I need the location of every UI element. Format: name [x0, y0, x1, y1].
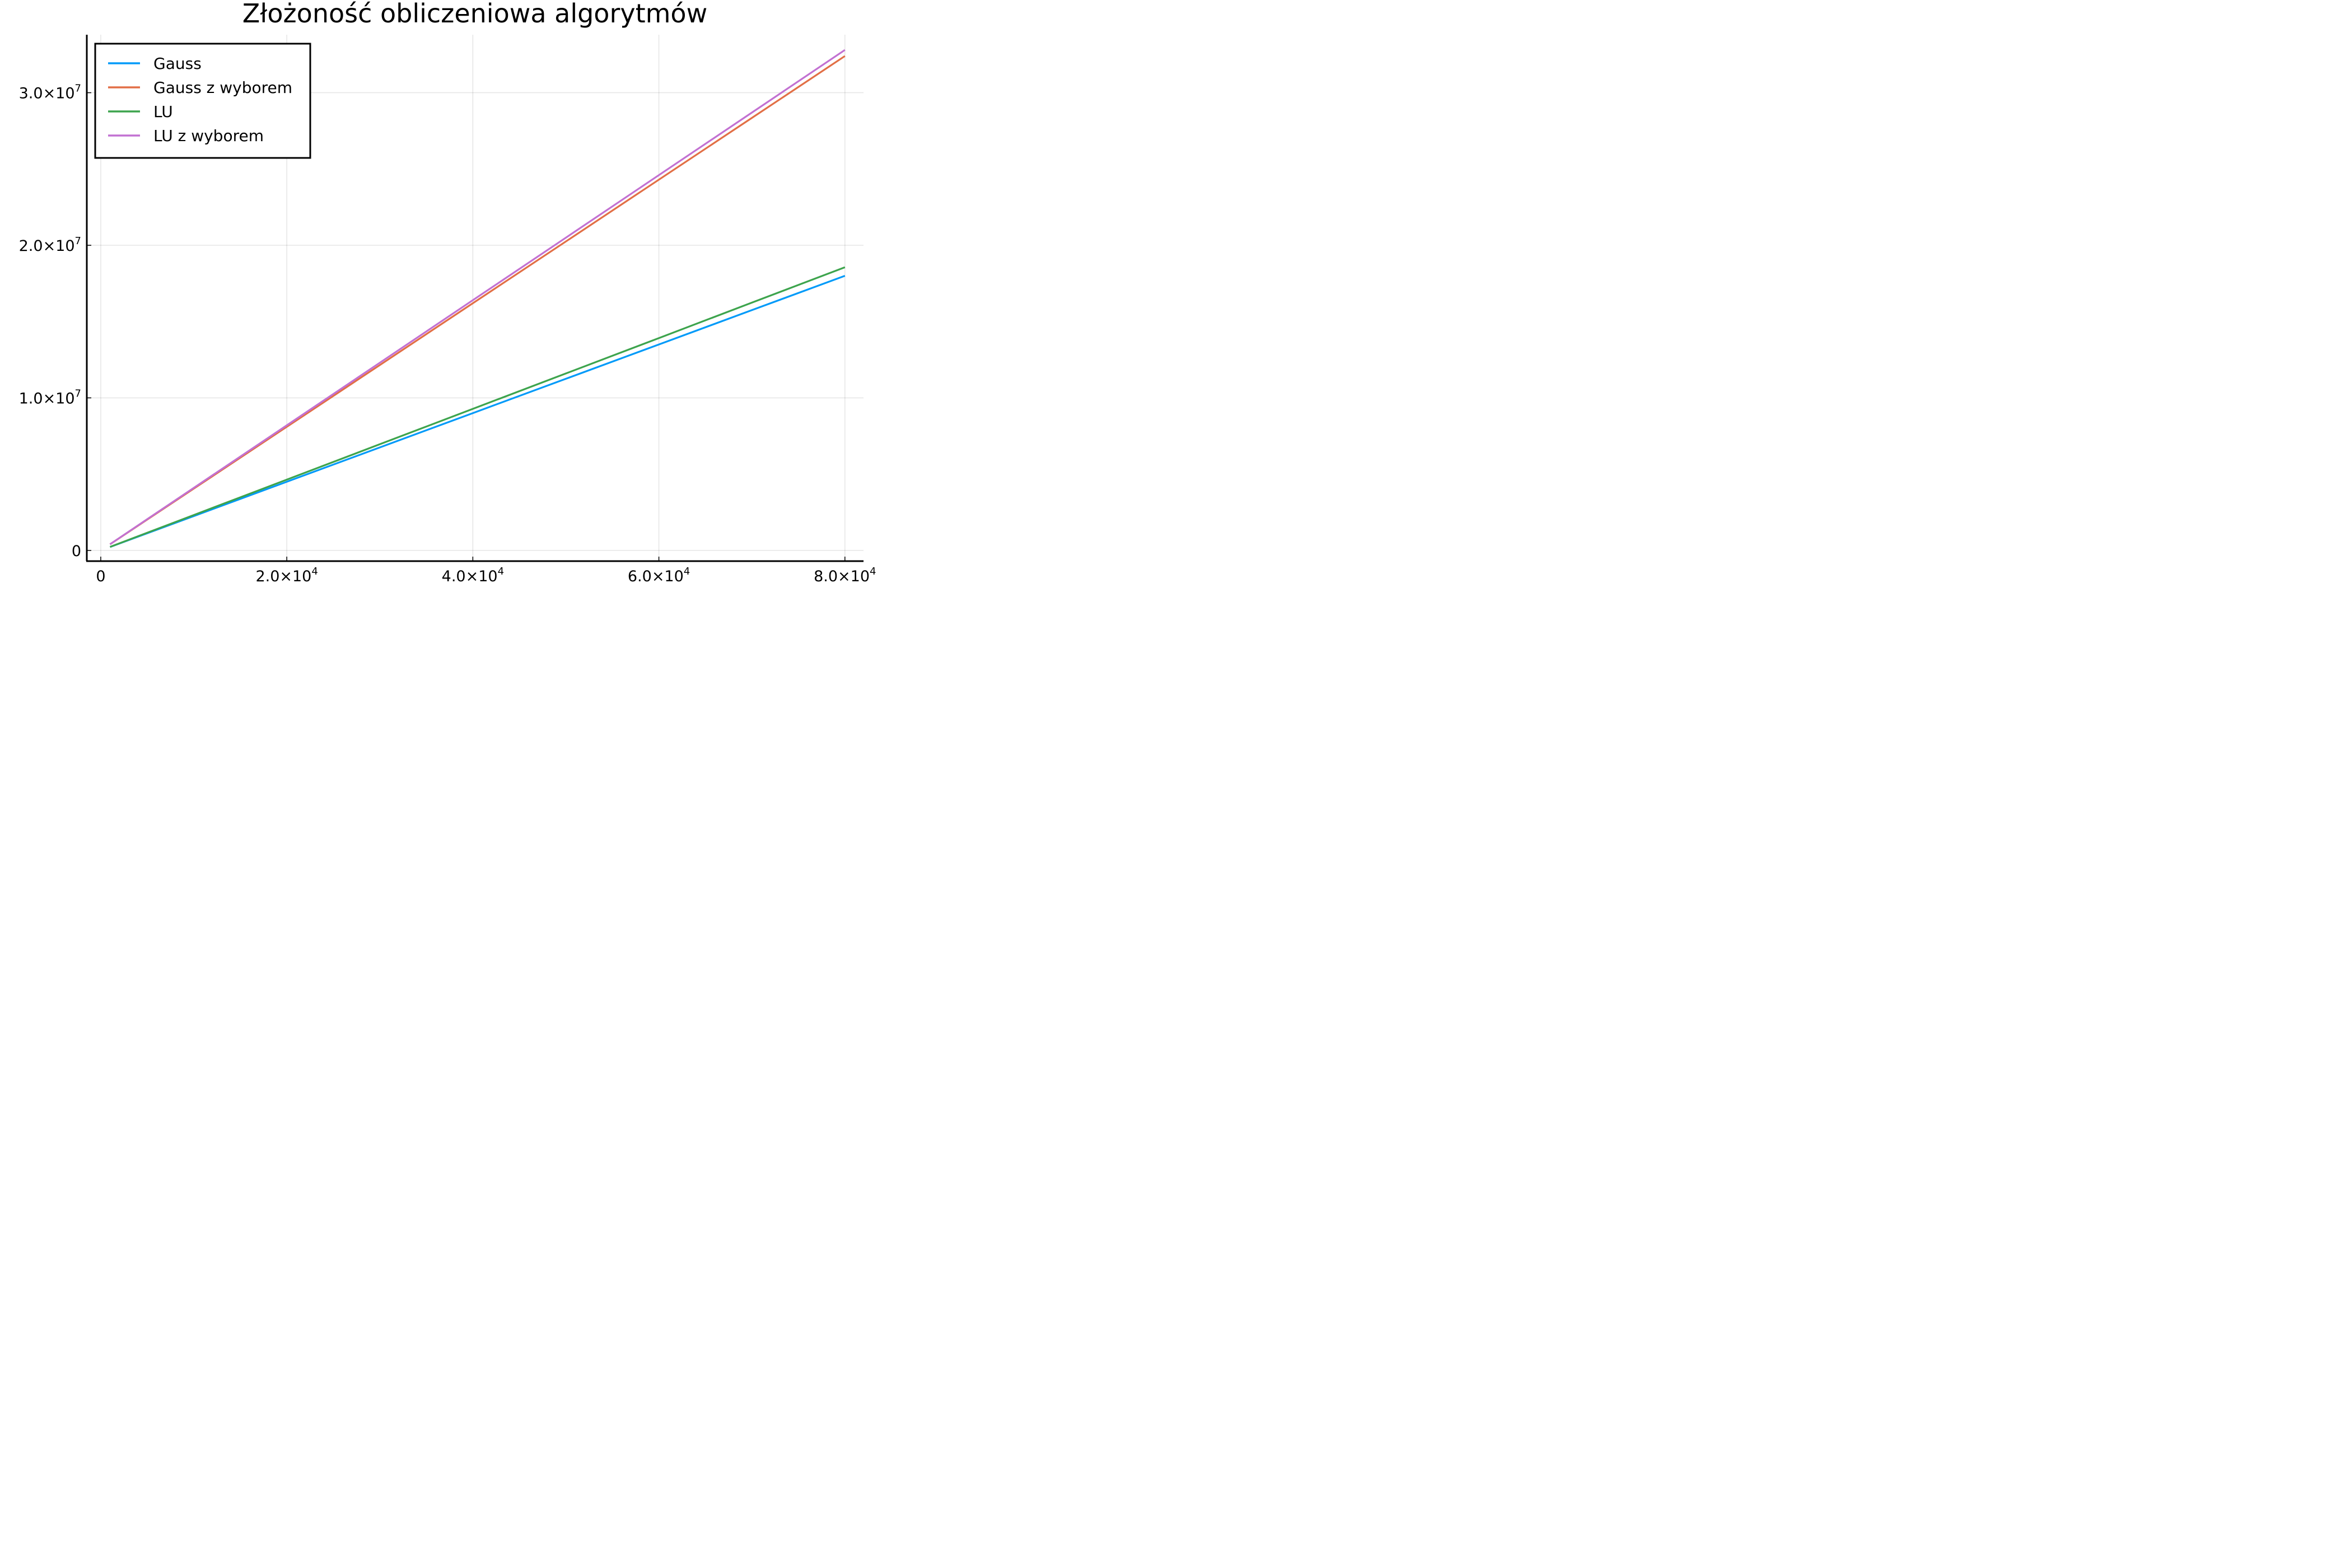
series-line-lu-z-wyborem	[109, 49, 846, 545]
x-tick-label: 6.0×104	[628, 566, 690, 585]
x-tick-labels: 0 2.0×104 4.0×104 6.0×104 8.0×104	[96, 566, 876, 585]
x-tick-exponent: 4	[311, 566, 318, 577]
x-tick-exponent: 4	[870, 566, 876, 577]
x-tick-exponent: 4	[498, 566, 504, 577]
y-tick-exponent: 7	[75, 388, 81, 399]
y-tick-labels: 0 1.0×107 2.0×107 3.0×107	[19, 83, 81, 560]
y-tick-label: 3.0×107	[19, 83, 81, 102]
x-tick-label: 8.0×104	[814, 566, 876, 585]
legend-label-lu: LU	[153, 102, 173, 121]
series-lines	[109, 49, 846, 548]
x-tick-label: 4.0×104	[442, 566, 504, 585]
y-tick-label: 0	[72, 543, 81, 560]
axes	[86, 35, 864, 562]
series-line-lu	[109, 266, 846, 548]
y-tick-label: 1.0×107	[19, 388, 81, 407]
legend: Gauss Gauss z wyborem LU LU z wyborem	[94, 43, 311, 159]
y-tick-label: 2.0×107	[19, 235, 81, 255]
legend-label-lu-z-wyborem: LU z wyborem	[153, 127, 264, 145]
series-line-gauss	[109, 274, 846, 548]
x-tick-label: 2.0×104	[255, 566, 318, 585]
y-tick-exponent: 7	[75, 83, 81, 95]
line-chart: Złożoność obliczeniowa algorytmów 0 2.0×1…	[0, 0, 878, 585]
legend-label-gauss: Gauss	[153, 54, 202, 73]
x-tick-exponent: 4	[684, 566, 690, 577]
legend-label-gauss-z-wyborem: Gauss z wyborem	[153, 78, 292, 97]
chart-title: Złożoność obliczeniowa algorytmów	[242, 0, 707, 29]
y-tick-exponent: 7	[75, 235, 81, 247]
x-tick-label: 0	[96, 568, 105, 585]
